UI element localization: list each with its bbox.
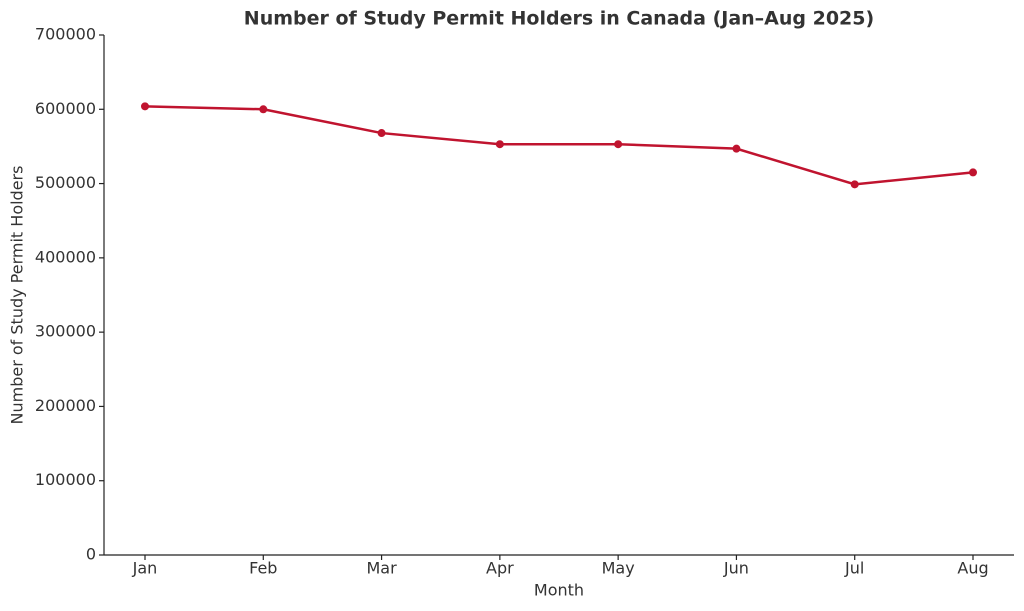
point [732, 144, 741, 153]
x-tick-label: Apr [486, 559, 514, 578]
y-tick-label: 100000 [35, 470, 96, 489]
y-tick-label: 400000 [35, 247, 96, 266]
x-tick-label: Jan [132, 559, 158, 578]
x-axis-label: Month [534, 581, 584, 600]
x-tick-label: Feb [249, 559, 277, 578]
point [259, 105, 268, 114]
point [969, 168, 977, 177]
y-tick-label: 700000 [35, 25, 96, 44]
point [141, 102, 149, 111]
point [850, 180, 859, 189]
line [144, 105, 974, 186]
y-axis-label: Number of Study Permit Holders [8, 166, 27, 425]
x-tick-label: Jun [723, 559, 749, 578]
x-tick-label: Mar [366, 559, 397, 578]
chart-title: Number of Study Permit Holders in Canada… [244, 8, 874, 30]
y-tick-label: 300000 [35, 322, 96, 341]
point [614, 140, 623, 149]
y-tick-label: 0 [86, 545, 96, 564]
point [495, 140, 504, 149]
x-tick-label: Jul [844, 559, 864, 578]
x-tick-label: Aug [957, 559, 988, 578]
y-tick-label: 600000 [35, 99, 96, 118]
x-tick-label: May [602, 559, 635, 578]
y-tick-label: 200000 [35, 396, 96, 415]
point [377, 129, 386, 138]
y-tick-label: 500000 [35, 173, 96, 192]
